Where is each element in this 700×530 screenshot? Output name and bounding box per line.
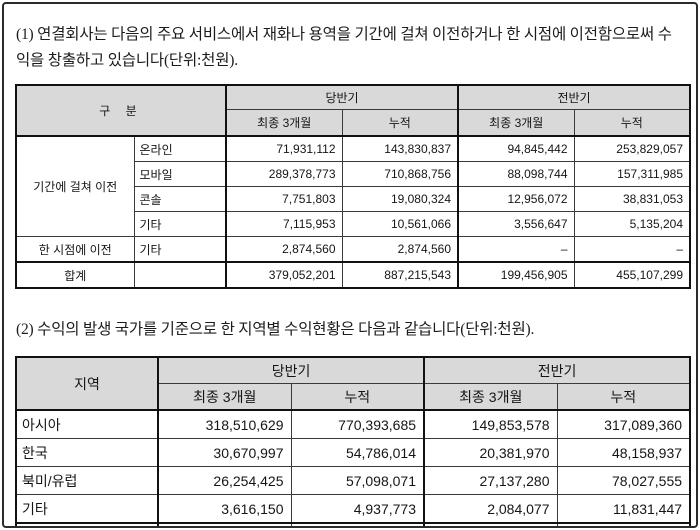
- t1-total-value: 887,215,543: [341, 261, 459, 289]
- t1-value: –: [573, 236, 691, 263]
- t1-group-over-time: 기간에 걸쳐 이전: [15, 135, 135, 237]
- t1-value: 143,830,837: [341, 135, 459, 162]
- t2-region-label: 북미/유럽: [15, 466, 159, 495]
- t2-total-value: 887,215,543: [290, 522, 425, 526]
- table-row: 기간에 걸쳐 이전 온라인 71,931,112 143,830,837 94,…: [15, 135, 691, 237]
- t1-value: 12,956,072: [457, 186, 575, 212]
- t1-value: 2,874,560: [341, 236, 459, 263]
- t1-header-category: 구 분: [15, 84, 227, 137]
- t2-value: 20,381,970: [423, 438, 558, 467]
- t1-header-current-half: 당반기: [225, 84, 459, 110]
- t1-value: 10,561,066: [341, 211, 459, 237]
- t2-region-label: 아시아: [15, 409, 159, 439]
- t1-item-label: 기타: [133, 236, 227, 263]
- revenue-by-region-table: 지역 당반기 전반기 최종 3개월 누적 최종 3개월 누적 아시아 318,5…: [15, 356, 692, 526]
- t1-value: 157,311,985: [573, 161, 691, 187]
- t2-region-label: 기타: [15, 494, 159, 524]
- table-row: 모바일 289,378,773 710,868,756 88,098,744 1…: [16, 161, 691, 187]
- t1-total-empty-cell: [133, 261, 227, 289]
- table-row: 한국 30,670,997 54,786,014 20,381,970 48,1…: [15, 438, 691, 467]
- table-row: 북미/유럽 26,254,425 57,098,071 27,137,280 7…: [15, 466, 691, 495]
- table-row: 기타 3,616,150 4,937,773 2,084,077 11,831,…: [15, 494, 691, 524]
- t1-total-value: 379,052,201: [225, 261, 343, 289]
- t1-item-label: 온라인: [133, 135, 227, 162]
- total-row: 합계 379,052,201 887,215,543 199,456,905 4…: [15, 261, 691, 289]
- t1-value: 94,845,442: [457, 135, 575, 162]
- t2-value: 3,616,150: [157, 494, 292, 524]
- t2-total-label: 합 계: [15, 522, 159, 526]
- t1-header-cur-last3m: 최종 3개월: [225, 109, 343, 137]
- t2-value: 54,786,014: [290, 438, 425, 467]
- t1-value: 5,135,204: [573, 211, 691, 237]
- t2-total-value: 199,456,905: [423, 522, 558, 526]
- table-row: 콘솔 7,751,803 19,080,324 12,956,072 38,83…: [16, 186, 691, 212]
- t1-value: 289,378,773: [225, 161, 343, 187]
- table-row: 기타 7,115,953 10,561,066 3,556,647 5,135,…: [16, 211, 691, 237]
- total-row: 합 계 379,052,201 887,215,543 199,456,905 …: [15, 522, 691, 526]
- table-row: 아시아 318,510,629 770,393,685 149,853,578 …: [15, 409, 691, 439]
- t2-value: 4,937,773: [290, 494, 425, 524]
- table-row: 한 시점에 이전 기타 2,874,560 2,874,560 – –: [15, 236, 691, 263]
- t2-value: 57,098,071: [290, 466, 425, 495]
- t1-item-label: 모바일: [133, 161, 227, 187]
- t1-value: 7,115,953: [225, 211, 343, 237]
- revenue-by-service-table: 구 분 당반기 전반기 최종 3개월 누적 최종 3개월 누적 기간에 걸쳐 이…: [15, 84, 692, 289]
- t2-value: 78,027,555: [556, 466, 691, 495]
- t2-header-pri-last3m: 최종 3개월: [423, 383, 558, 411]
- t1-header-pri-cumulative: 누적: [573, 109, 691, 137]
- t1-header-pri-last3m: 최종 3개월: [457, 109, 575, 137]
- t1-total-value: 455,107,299: [573, 261, 691, 289]
- t2-value: 2,084,077: [423, 494, 558, 524]
- t2-value: 27,137,280: [423, 466, 558, 495]
- t1-value: 38,831,053: [573, 186, 691, 212]
- t1-value: –: [457, 236, 575, 263]
- t2-total-value: 379,052,201: [157, 522, 292, 526]
- t2-value: 11,831,447: [556, 494, 691, 524]
- t1-header-cur-cumulative: 누적: [341, 109, 459, 137]
- t1-item-label: 콘솔: [133, 186, 227, 212]
- t1-value: 710,868,756: [341, 161, 459, 187]
- t2-region-label: 한국: [15, 438, 159, 467]
- t2-value: 318,510,629: [157, 409, 292, 439]
- t2-header-cur-cumulative: 누적: [290, 383, 425, 411]
- t1-group-point-in-time: 한 시점에 이전: [15, 236, 135, 263]
- t1-value: 7,751,803: [225, 186, 343, 212]
- t2-total-value: 455,107,299: [556, 522, 691, 526]
- paragraph-2: (2) 수익의 발생 국가를 기준으로 한 지역별 수익현황은 다음과 같습니다…: [16, 321, 535, 338]
- t1-total-label: 합계: [15, 261, 135, 289]
- t2-header-current-half: 당반기: [156, 356, 425, 384]
- t1-value: 88,098,744: [457, 161, 575, 187]
- t1-header-prior-half: 전반기: [457, 84, 691, 110]
- t2-value: 317,089,360: [556, 409, 691, 439]
- paragraph-1: (1) 연결회사는 다음의 주요 서비스에서 재화나 용역을 기간에 걸쳐 이전…: [16, 26, 672, 69]
- t1-total-value: 199,456,905: [457, 261, 575, 289]
- t2-value: 30,670,997: [157, 438, 292, 467]
- t1-value: 2,874,560: [225, 236, 343, 263]
- t2-header-region: 지역: [15, 356, 159, 411]
- t1-value: 253,829,057: [573, 135, 691, 162]
- t1-value: 3,556,647: [457, 211, 575, 237]
- t1-value: 71,931,112: [225, 135, 343, 162]
- t2-value: 770,393,685: [290, 409, 425, 439]
- t2-header-prior-half: 전반기: [423, 356, 691, 384]
- t2-value: 26,254,425: [157, 466, 292, 495]
- t1-value: 19,080,324: [341, 186, 459, 212]
- t1-item-label: 기타: [133, 211, 227, 237]
- t2-value: 48,158,937: [556, 438, 691, 467]
- t2-header-cur-last3m: 최종 3개월: [157, 383, 292, 411]
- t2-header-pri-cumulative: 누적: [556, 383, 691, 411]
- t2-value: 149,853,578: [423, 409, 558, 439]
